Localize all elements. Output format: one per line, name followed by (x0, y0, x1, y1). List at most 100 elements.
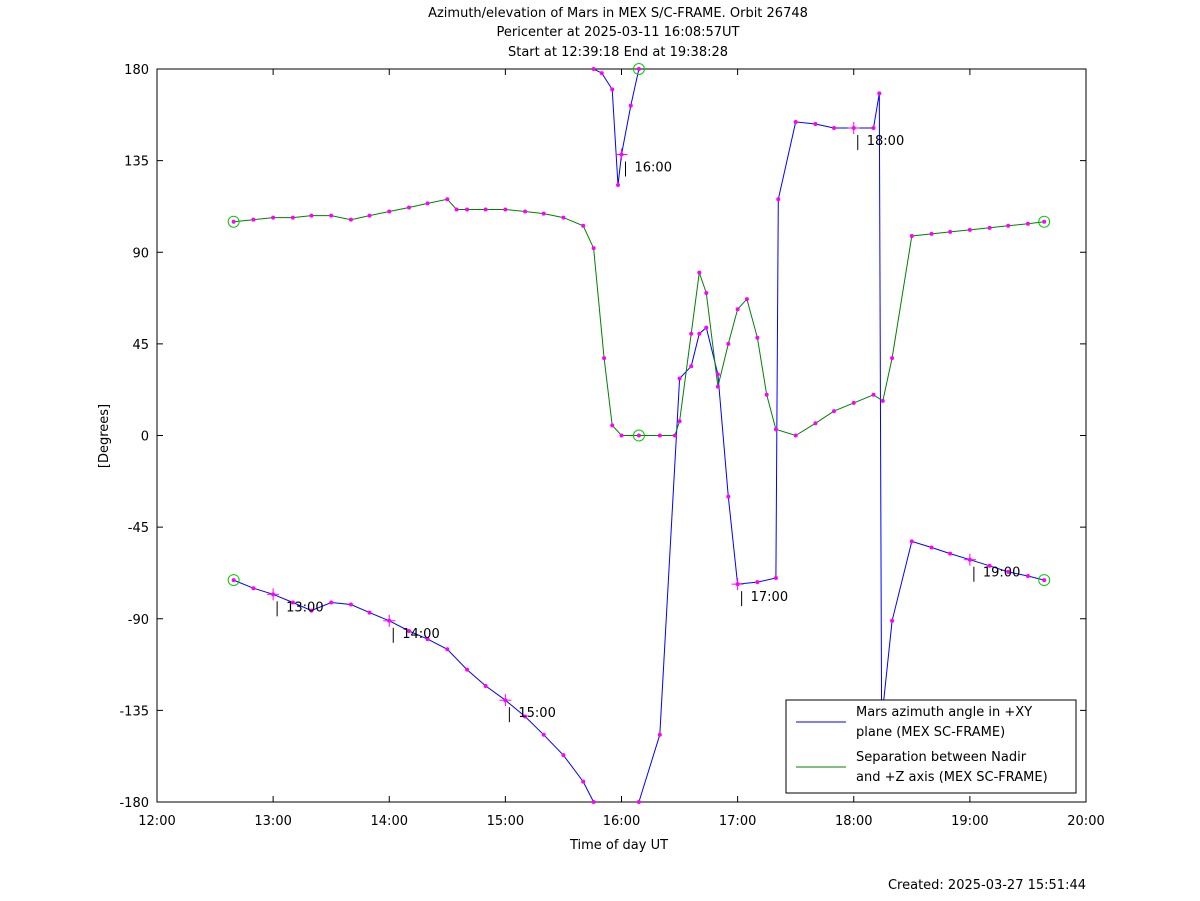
data-point (610, 423, 615, 428)
y-axis-label: [Degrees] (97, 404, 112, 468)
start-end-marker (227, 215, 240, 228)
data-point (677, 376, 682, 381)
data-point (689, 364, 694, 369)
data-point (561, 753, 566, 758)
data-point (610, 87, 615, 92)
data-point (677, 419, 682, 424)
data-point (909, 233, 914, 238)
chart-title-line-3: Start at 12:39:18 End at 19:38:28 (508, 45, 728, 60)
data-point (1006, 223, 1011, 228)
y-tick-label: 180 (124, 63, 149, 78)
hour-label: 16:00 (635, 161, 672, 176)
y-tick-label: -45 (128, 521, 149, 536)
series-line-azimuth (233, 579, 595, 803)
y-tick-label: -135 (119, 704, 149, 719)
data-point (813, 121, 818, 126)
data-point (309, 608, 314, 613)
data-point (704, 290, 709, 295)
data-point (793, 433, 798, 438)
data-point (813, 421, 818, 426)
data-point (523, 209, 528, 214)
data-point (406, 205, 411, 210)
data-point (715, 372, 720, 377)
data-point (689, 331, 694, 336)
y-tick-label: -90 (128, 613, 149, 628)
series-line-azimuth (881, 540, 1045, 721)
data-point (251, 586, 256, 591)
created-footer: Created: 2025-03-27 15:51:44 (888, 878, 1086, 893)
y-tick-label: 0 (141, 430, 149, 445)
x-tick-label: 18:00 (835, 814, 872, 829)
series-line-separation (233, 198, 1045, 437)
series-line-azimuth (593, 68, 640, 186)
data-point (329, 213, 334, 218)
chart-title-line-1: Azimuth/elevation of Mars in MEX S/C-FRA… (428, 6, 808, 21)
data-point (454, 207, 459, 212)
data-point (851, 400, 856, 405)
data-point (348, 217, 353, 222)
data-point (776, 197, 781, 202)
data-point (697, 331, 702, 336)
data-point (445, 647, 450, 652)
data-point (948, 229, 953, 234)
data-point (231, 578, 236, 583)
data-point (1042, 578, 1047, 583)
data-point (735, 307, 740, 312)
data-point (619, 433, 624, 438)
pericenter-marker (632, 63, 645, 75)
hour-label: 14:00 (402, 627, 439, 642)
data-point (251, 217, 256, 222)
data-point (880, 398, 885, 403)
data-point (483, 207, 488, 212)
x-tick-label: 17:00 (719, 814, 756, 829)
data-point (465, 667, 470, 672)
data-point (541, 732, 546, 737)
start-end-marker (227, 574, 240, 587)
data-point (523, 714, 528, 719)
data-point (483, 683, 488, 688)
x-tick-label: 19:00 (951, 814, 988, 829)
data-point (744, 297, 749, 302)
y-tick-label: 135 (124, 155, 149, 170)
data-point (832, 409, 837, 414)
data-point (755, 580, 760, 585)
x-tick-label: 12:00 (138, 814, 175, 829)
data-point (599, 71, 604, 76)
y-tick-label: 45 (132, 338, 149, 353)
data-point (636, 800, 641, 804)
data-point (591, 800, 596, 804)
data-point (1006, 569, 1011, 574)
legend-label: Separation between Nadir (856, 750, 1027, 765)
data-point (657, 433, 662, 438)
hour-label: 17:00 (751, 590, 788, 605)
data-point (425, 201, 430, 206)
data-point (909, 539, 914, 544)
data-point (290, 600, 295, 605)
x-tick-label: 15:00 (487, 814, 524, 829)
y-tick-label: -180 (119, 796, 149, 811)
data-point (890, 618, 895, 623)
data-point (890, 356, 895, 361)
x-tick-label: 13:00 (254, 814, 291, 829)
data-point (764, 392, 769, 397)
data-point (591, 67, 596, 71)
data-point (929, 545, 934, 550)
data-point (726, 341, 731, 346)
data-point (581, 223, 586, 228)
data-point (503, 207, 508, 212)
data-point (987, 563, 992, 568)
chart-title-line-2: Pericenter at 2025-03-11 16:08:57UT (496, 25, 739, 40)
data-point (367, 610, 372, 615)
start-end-marker (1038, 215, 1051, 228)
data-point (616, 183, 621, 188)
data-point (672, 433, 677, 438)
x-tick-label: 20:00 (1067, 814, 1104, 829)
hour-label: 19:00 (983, 566, 1020, 581)
data-point (1042, 219, 1047, 224)
data-point (755, 335, 760, 340)
hour-label: 15:00 (518, 706, 555, 721)
data-point (877, 91, 882, 96)
hour-label: 13:00 (286, 600, 323, 615)
